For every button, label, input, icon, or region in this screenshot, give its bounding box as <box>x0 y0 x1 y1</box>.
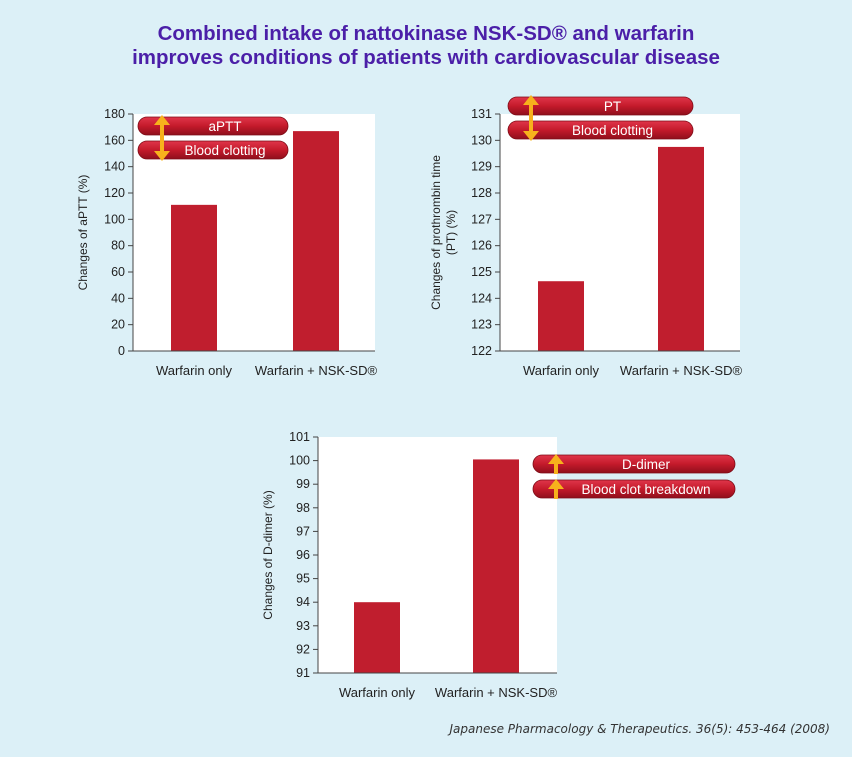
x-category-label: Warfarin only <box>156 363 233 378</box>
y-tick-label: 20 <box>111 318 125 332</box>
y-tick-label: 100 <box>289 454 310 468</box>
badge-2: Blood clot breakdown <box>532 479 736 499</box>
y-tick-label: 140 <box>104 160 125 174</box>
page-title: Combined intake of nattokinase NSK-SD® a… <box>0 22 852 70</box>
y-tick-label: 127 <box>471 212 492 226</box>
y-tick-label: 128 <box>471 186 492 200</box>
y-tick-label: 91 <box>296 666 310 680</box>
source-citation: Japanese Pharmacology & Therapeutics. 36… <box>449 722 830 736</box>
y-tick-label: 60 <box>111 265 125 279</box>
y-tick-label: 100 <box>104 212 125 226</box>
y-tick-label: 0 <box>118 344 125 358</box>
badge-pill <box>507 96 694 116</box>
y-axis-title: Changes of D-dimer (%) <box>261 490 275 619</box>
y-tick-label: 130 <box>471 133 492 147</box>
arrow-shaft <box>529 103 533 133</box>
badge-label: aPTT <box>208 119 241 134</box>
chart-1: 0 20 40 60 80 100 120 140 160 180 Warfarin only War… <box>76 107 377 378</box>
y-tick-label: 124 <box>471 291 492 305</box>
y-tick-label: 160 <box>104 133 125 147</box>
y-tick-label: 96 <box>296 548 310 562</box>
x-category-label: Warfarin only <box>523 363 600 378</box>
y-tick-label: 95 <box>296 572 310 586</box>
x-category-label: Warfarin + NSK-SD® <box>255 363 378 378</box>
bar-1 <box>538 281 584 351</box>
chart-2: 122 123 124 125 126 127 128 129 130 131 Warfarin o… <box>429 95 742 378</box>
y-tick-label: 122 <box>471 344 492 358</box>
y-tick-label: 123 <box>471 318 492 332</box>
arrow-head-down <box>154 151 170 161</box>
y-tick-label: 93 <box>296 619 310 633</box>
y-axis-title: Changes of aPTT (%) <box>76 175 90 291</box>
badge-2: Blood clotting <box>507 120 694 140</box>
arrow-shaft <box>554 487 558 499</box>
title-line-1: Combined intake of nattokinase NSK-SD® a… <box>157 22 695 45</box>
badge-2: Blood clotting <box>137 140 289 160</box>
badge-label: D-dimer <box>622 457 671 472</box>
badge-label: Blood clot breakdown <box>581 482 710 497</box>
bar-2 <box>293 131 339 351</box>
y-tick-label: 92 <box>296 642 310 656</box>
badge-pill <box>532 454 736 474</box>
plot-area <box>318 437 557 673</box>
badge-pill <box>137 116 289 136</box>
badge-1: aPTT <box>137 116 289 136</box>
bar-2 <box>658 146 704 351</box>
arrow-head-up <box>548 479 564 489</box>
y-axis-title: (PT) (%) <box>444 210 458 255</box>
badge-1: D-dimer <box>532 454 736 474</box>
up-arrow-icon <box>548 454 564 499</box>
y-tick-label: 126 <box>471 239 492 253</box>
y-tick-label: 131 <box>471 107 492 121</box>
badge-label: Blood clotting <box>184 143 265 158</box>
badge-label: Blood clotting <box>572 123 653 138</box>
badge-pill <box>532 479 736 499</box>
y-tick-label: 180 <box>104 107 125 121</box>
y-tick-label: 98 <box>296 501 310 515</box>
y-tick-label: 129 <box>471 160 492 174</box>
arrow-head-up <box>548 454 564 464</box>
arrow-head-up <box>154 115 170 125</box>
y-tick-label: 120 <box>104 186 125 200</box>
arrow-head-down <box>523 131 539 141</box>
x-category-label: Warfarin + NSK-SD® <box>435 685 558 700</box>
arrow-shaft <box>160 123 164 153</box>
double-arrow-icon <box>154 115 170 161</box>
arrow-shaft <box>554 462 558 474</box>
double-arrow-icon <box>523 95 539 141</box>
chart-3: 91 92 93 94 95 96 97 98 99 100 101 Warfarin only War… <box>261 430 736 700</box>
bar-1 <box>354 602 400 673</box>
badge-pill <box>137 140 289 160</box>
badge-label: PT <box>604 99 621 114</box>
badge-pill <box>507 120 694 140</box>
bar-1 <box>171 204 217 351</box>
y-tick-label: 80 <box>111 239 125 253</box>
arrow-head-up <box>523 95 539 105</box>
title-line-2: improves conditions of patients with car… <box>132 46 720 69</box>
y-tick-label: 94 <box>296 595 310 609</box>
y-tick-label: 101 <box>289 430 310 444</box>
y-tick-label: 40 <box>111 291 125 305</box>
x-category-label: Warfarin + NSK-SD® <box>620 363 743 378</box>
bar-2 <box>473 459 519 673</box>
y-axis-title: Changes of prothrombin time <box>429 155 443 310</box>
y-tick-label: 125 <box>471 265 492 279</box>
y-tick-label: 97 <box>296 524 310 538</box>
y-tick-label: 99 <box>296 477 310 491</box>
x-category-label: Warfarin only <box>339 685 416 700</box>
badge-1: PT <box>507 96 694 116</box>
